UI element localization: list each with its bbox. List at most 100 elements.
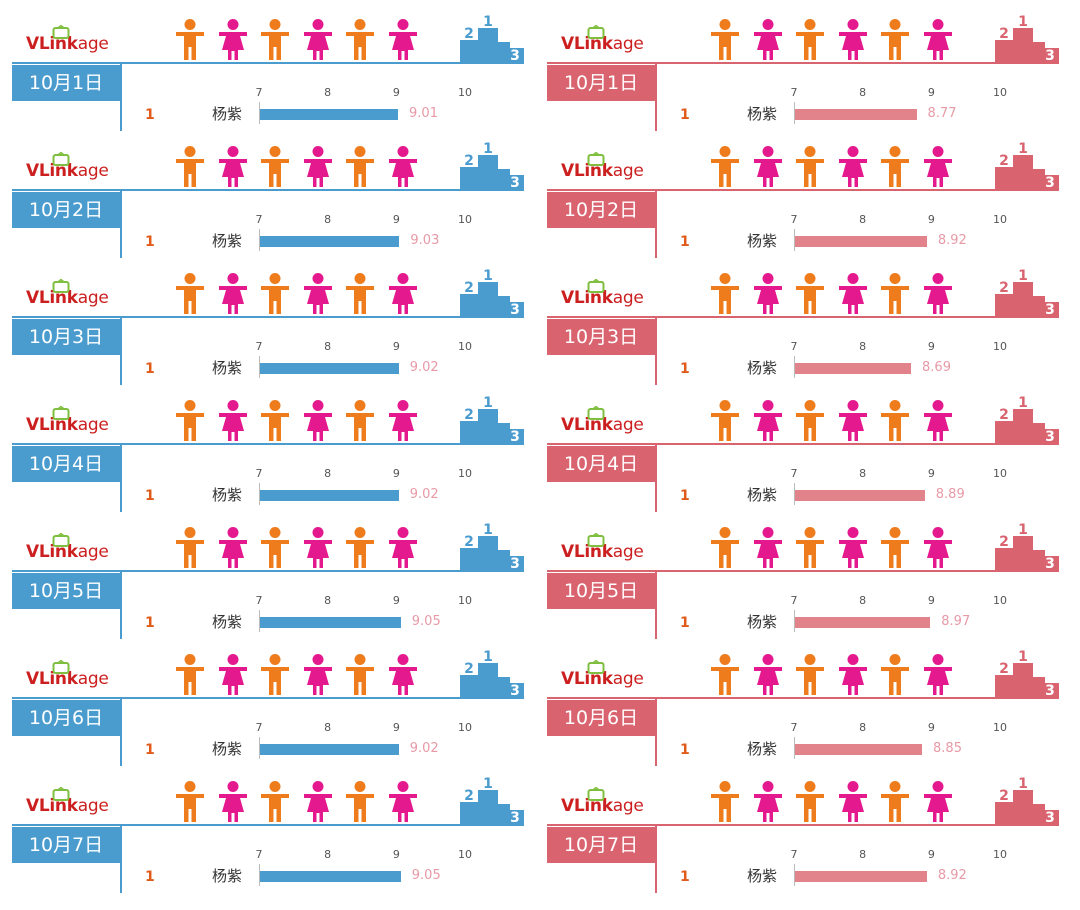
x-tick-label: 10: [458, 213, 472, 226]
bar-plot: 7 8 9 10 8.69: [790, 340, 1054, 382]
vlinkage-logo: VLinkage: [26, 151, 126, 185]
x-tick-label: 7: [790, 86, 798, 99]
man-icon: [707, 653, 743, 697]
vlinkage-logo: VLinkage: [26, 405, 126, 439]
people-row: [172, 653, 422, 697]
data-label: 8.69: [922, 360, 951, 375]
woman-icon: [835, 145, 871, 189]
vlinkage-logo: VLinkage: [26, 278, 126, 312]
x-tick-label: 9: [392, 340, 400, 353]
axis-line: [794, 737, 795, 759]
rank-panel: VLinkage 2 1 3 10月4日 1 杨紫 7 8 9 10 8.89: [535, 381, 1065, 512]
svg-text:1: 1: [483, 268, 493, 284]
vlinkage-logo: VLinkage: [26, 532, 126, 566]
x-tick-label: 7: [790, 340, 798, 353]
svg-text:3: 3: [1045, 810, 1055, 826]
x-tick-label: 10: [993, 594, 1007, 607]
logo-text: VLinkage: [561, 288, 644, 308]
woman-icon: [920, 780, 956, 824]
artist-name: 杨紫: [747, 486, 778, 504]
data-label: 9.02: [409, 487, 439, 502]
artist-name: 杨紫: [212, 105, 243, 123]
woman-icon: [215, 653, 251, 697]
svg-text:1: 1: [483, 395, 493, 411]
logo-text: VLinkage: [561, 34, 644, 54]
tv-icon: [52, 278, 70, 297]
woman-icon: [385, 780, 421, 824]
divider: [547, 443, 1059, 445]
rank-number: 1: [680, 742, 690, 758]
vlinkage-logo: VLinkage: [561, 151, 661, 185]
bar: [260, 871, 401, 882]
x-tick-label: 8: [859, 86, 867, 99]
man-icon: [877, 272, 913, 316]
x-tick-label: 7: [790, 721, 798, 734]
divider: [547, 316, 1059, 318]
bar: [260, 617, 401, 628]
artist-name: 杨紫: [747, 105, 778, 123]
rank-number: 1: [145, 107, 155, 123]
woman-icon: [215, 145, 251, 189]
vertical-rule: [120, 64, 122, 131]
woman-icon: [835, 18, 871, 62]
woman-icon: [300, 18, 336, 62]
tv-icon: [52, 659, 70, 678]
divider: [547, 189, 1059, 191]
man-icon: [257, 526, 293, 570]
svg-text:3: 3: [510, 810, 520, 826]
bar-plot: 7 8 9 10 8.85: [790, 721, 1054, 763]
x-tick-label: 10: [458, 86, 472, 99]
woman-icon: [920, 18, 956, 62]
divider: [547, 570, 1059, 572]
x-tick-label: 10: [993, 213, 1007, 226]
date-tab: 10月7日: [547, 827, 655, 863]
svg-text:2: 2: [999, 534, 1009, 550]
artist-name: 杨紫: [747, 867, 778, 885]
data-label: 9.02: [409, 360, 439, 375]
svg-text:2: 2: [464, 534, 474, 550]
man-icon: [342, 780, 378, 824]
divider: [12, 443, 524, 445]
logo-text: VLinkage: [561, 542, 644, 562]
svg-text:1: 1: [1018, 522, 1028, 538]
logo-text: VLinkage: [26, 161, 109, 181]
svg-text:3: 3: [510, 683, 520, 699]
svg-text:1: 1: [1018, 141, 1028, 157]
artist-name: 杨紫: [212, 486, 243, 504]
rank-number: 1: [145, 234, 155, 250]
bar-plot: 7 8 9 10 9.03: [256, 213, 519, 255]
vlinkage-logo: VLinkage: [561, 532, 661, 566]
axis-line: [259, 483, 260, 505]
divider: [547, 697, 1059, 699]
vertical-rule: [655, 64, 657, 131]
tv-icon: [587, 405, 605, 424]
x-tick-label: 7: [255, 848, 263, 861]
man-icon: [257, 653, 293, 697]
axis-line: [794, 356, 795, 378]
bar-plot: 7 8 9 10 8.97: [791, 594, 1054, 636]
date-tab: 10月2日: [12, 192, 120, 228]
svg-text:1: 1: [1018, 268, 1028, 284]
x-tick-label: 8: [859, 848, 867, 861]
rank-panel: VLinkage 2 1 3 10月7日 1 杨紫 7 8 9 10 8.92: [535, 762, 1065, 893]
man-icon: [792, 526, 828, 570]
artist-name: 杨紫: [212, 867, 243, 885]
woman-icon: [920, 653, 956, 697]
x-tick-label: 9: [392, 213, 400, 226]
man-icon: [707, 18, 743, 62]
svg-text:3: 3: [1045, 302, 1055, 318]
vlinkage-logo: VLinkage: [561, 278, 661, 312]
man-icon: [172, 145, 208, 189]
man-icon: [342, 145, 378, 189]
date-tab: 10月4日: [547, 446, 655, 482]
divider: [12, 62, 524, 64]
logo-text: VLinkage: [26, 288, 109, 308]
bar-plot: 7 8 9 10 8.92: [791, 848, 1054, 890]
woman-icon: [385, 653, 421, 697]
